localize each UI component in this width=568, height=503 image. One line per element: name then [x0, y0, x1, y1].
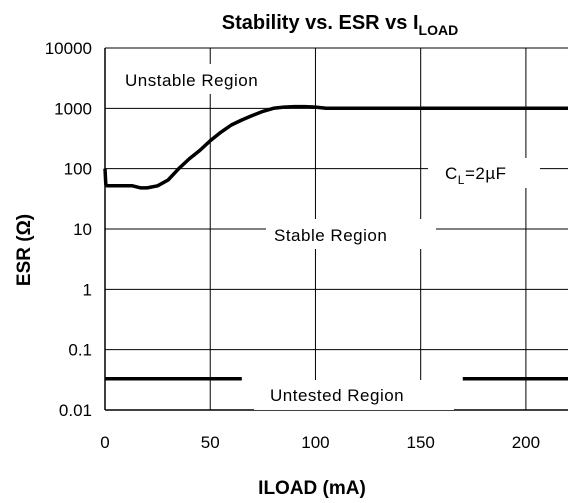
untested-label-bg	[254, 380, 454, 410]
stable-label-bg	[266, 219, 436, 249]
x-tick-label: 200	[512, 433, 540, 452]
y-tick-label: 10000	[45, 39, 92, 58]
stability-boundary-line	[103, 104, 568, 190]
x-axis-label: ILOAD (mA)	[258, 478, 366, 499]
y-axis-label: ESR (Ω)	[14, 214, 35, 286]
stable-region-label: Stable Region	[274, 226, 387, 245]
chart-title: Stability vs. ESR vs ILOAD	[222, 12, 458, 38]
y-tick-label: 1000	[54, 99, 92, 118]
unstable-region-label: Unstable Region	[125, 71, 258, 90]
x-tick-label: 100	[301, 433, 329, 452]
cl-label: CL=2µF	[445, 164, 507, 187]
y-tick-label: 100	[64, 160, 92, 179]
unstable-label-bg	[116, 64, 296, 94]
y-tick-label: 1	[83, 280, 92, 299]
cl-label-bg	[428, 158, 540, 188]
y-tick-label: 0.1	[68, 341, 92, 360]
y-tick-label: 10	[73, 220, 92, 239]
x-tick-label: 0	[100, 433, 109, 452]
x-tick-label: 50	[201, 433, 220, 452]
series	[103, 104, 568, 190]
y-tick-label: 0.01	[59, 401, 92, 420]
untested-region-label: Untested Region	[270, 386, 404, 405]
region-annotations: Unstable Region Stable Region Untested R…	[116, 64, 540, 410]
x-tick-label: 150	[406, 433, 434, 452]
